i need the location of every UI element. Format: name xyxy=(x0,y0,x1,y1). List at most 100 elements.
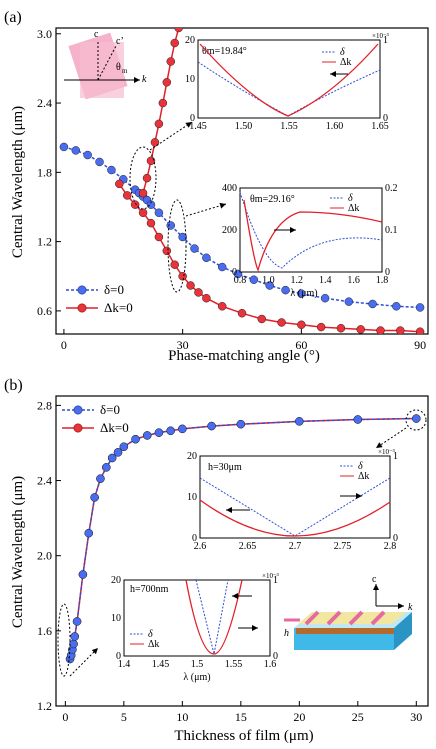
delta-series-point xyxy=(202,253,211,263)
y-tick-label: 2.0 xyxy=(37,549,52,563)
delta-series-point xyxy=(190,244,199,253)
x-tick-label: 0 xyxy=(61,338,67,352)
inset-b1-leg1: δ xyxy=(358,461,363,472)
dk-lower-series-point xyxy=(186,281,195,290)
dk-lower-series-point xyxy=(194,288,203,297)
dk-lower-series-point xyxy=(237,308,247,318)
y-tick-label: 2.8 xyxy=(37,398,52,412)
inset-x-tick: 2.8 xyxy=(384,541,397,552)
film-h: h xyxy=(284,628,289,639)
panel-b-legend: δ=0 Δk=0 xyxy=(62,402,129,435)
dk-lower-series-point xyxy=(146,218,156,228)
panel-b-x-ticks: 0 5 10 15 20 25 30 xyxy=(62,701,422,724)
highlight-ellipse-20deg xyxy=(129,146,157,210)
dk-lower-series-point xyxy=(178,272,187,281)
b-delta-series-point xyxy=(295,417,304,426)
inset-b2-leg1: δ xyxy=(148,629,153,640)
b-delta-series-point xyxy=(142,431,152,440)
inset-y-left-tick: 200 xyxy=(222,225,237,236)
x-tick-label: 0 xyxy=(62,710,68,724)
panel-a-x-ticks: 0 30 60 90 xyxy=(61,329,426,352)
inset-y-left-tick: 10 xyxy=(185,74,195,85)
delta-series-point xyxy=(368,299,377,309)
b-delta-series-point xyxy=(78,570,88,579)
dk-lower-series-point xyxy=(336,323,346,333)
dk-lower-series-point xyxy=(277,318,286,327)
dk-upper-series-line xyxy=(142,28,180,194)
inset-a2-xlabel: λ (μm) xyxy=(290,288,317,299)
inset-a1-label: θm=19.84° xyxy=(202,46,247,57)
inset-b1: h=30μm ×10⁻³ δ Δk 2.6 2.65 2.7 2.75 2.801020… xyxy=(187,448,398,552)
inset-y-right-tick: 0.2 xyxy=(385,183,398,194)
inset-y-left-tick: 0 xyxy=(192,533,197,544)
panel-a-y-label: Central Wavelength (μm) xyxy=(10,106,26,258)
inset-x-tick: 1.6 xyxy=(264,659,277,670)
x-tick-label: 20 xyxy=(293,710,305,724)
pointer-arrow-4 xyxy=(69,647,99,677)
inset-y-right-tick: 1 xyxy=(393,451,398,462)
inset-b2-leg2: Δk xyxy=(148,639,159,650)
b-delta-series-point xyxy=(166,426,175,436)
y-tick-label: 2.4 xyxy=(37,474,52,488)
delta-series-point xyxy=(217,262,227,272)
panel-a-frame xyxy=(55,27,429,335)
panel-b-frame xyxy=(55,395,429,707)
delta-series-point xyxy=(297,289,306,298)
inset-x-tick: 1.65 xyxy=(371,121,389,132)
dk-lower-series-point xyxy=(122,191,132,200)
panel-b-series xyxy=(65,414,421,664)
inset-y-right-tick: 0 xyxy=(385,267,390,278)
inset-y-left-tick: 10 xyxy=(111,613,121,624)
b-delta-series-point xyxy=(154,428,164,437)
delta-series-point xyxy=(95,157,104,167)
axis-c-prime: c’ xyxy=(116,36,124,47)
inset-x-tick: 1.45 xyxy=(189,121,207,132)
inset-x-tick: 1.5 xyxy=(191,659,204,670)
panel-a: (a) 0 30 60 90 0.6 1.2 1.8 2.4 3.0 Phase-matchi… xyxy=(4,9,429,364)
delta-series-point xyxy=(166,221,176,230)
dk-lower-series-point xyxy=(138,208,148,218)
dk-lower-series-point xyxy=(396,326,405,334)
delta-series-point xyxy=(71,146,81,155)
theta-sub: m xyxy=(122,67,128,75)
panel-b-label: (b) xyxy=(4,377,23,394)
panel-b-x-label: Thickness of film (μm) xyxy=(174,728,313,744)
inset-x-tick: 1.8 xyxy=(376,275,389,286)
y-tick-label: 1.2 xyxy=(37,699,52,713)
dk-lower-series-point xyxy=(415,327,425,334)
inset-x-tick: 2.75 xyxy=(334,541,352,552)
x-tick-label: 25 xyxy=(352,710,364,724)
legend-delta: δ=0 xyxy=(104,282,124,297)
b-delta-series-point xyxy=(131,434,140,444)
inset-a1-leg1: δ xyxy=(340,47,345,58)
y-tick-label: 1.8 xyxy=(37,165,52,179)
b-delta-series-point xyxy=(113,448,123,457)
dk-upper-series-point xyxy=(154,119,164,129)
highlight-ellipse-30deg xyxy=(167,199,187,293)
panel-b: (b) 0 5 10 15 20 25 30 1.21.62.02.42.8 Thickne… xyxy=(4,377,429,744)
inset-a1-leg2: Δk xyxy=(340,57,351,68)
inset-x-tick: 2.6 xyxy=(194,541,207,552)
b-delta-series-point xyxy=(107,453,117,463)
legend-dk: Δk=0 xyxy=(104,300,133,315)
film-axis-k: k xyxy=(408,602,413,613)
inset-y-right-tick: 0 xyxy=(273,651,278,662)
x-tick-label: 15 xyxy=(235,710,247,724)
inset-y-left-tick: 20 xyxy=(187,451,197,462)
dk-upper-series-point xyxy=(162,78,172,87)
legend-b-dk: Δk=0 xyxy=(100,420,129,435)
pointer-arrow-2 xyxy=(185,202,227,217)
film-schematic: c k h xyxy=(284,574,413,650)
delta-series-point xyxy=(107,165,116,175)
inset-y-left-tick: 10 xyxy=(187,492,197,503)
inset-y-left-tick: 400 xyxy=(222,183,237,194)
panel-a-series xyxy=(59,28,425,334)
inset-x-tick: 1.55 xyxy=(280,121,298,132)
b-delta-series-point xyxy=(119,442,129,451)
delta-series-point xyxy=(154,208,164,218)
axis-c: c xyxy=(94,29,99,40)
dk-lower-series-point xyxy=(162,246,172,256)
inset-y-right-tick: 1 xyxy=(273,575,278,586)
dk-lower-series-point xyxy=(202,293,211,303)
